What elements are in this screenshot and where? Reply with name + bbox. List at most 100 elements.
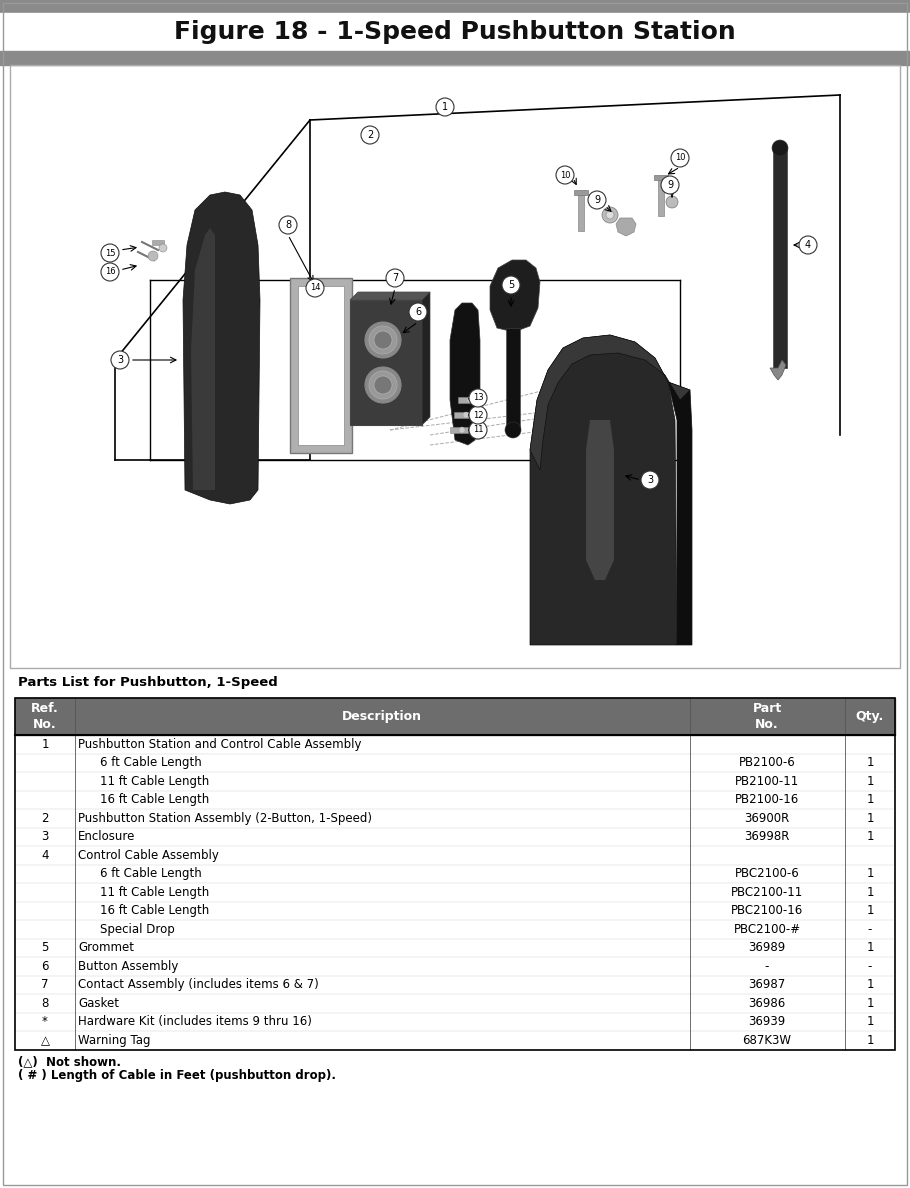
Circle shape (606, 211, 614, 219)
Text: 36986: 36986 (748, 997, 785, 1010)
Text: 687K3W: 687K3W (743, 1034, 792, 1047)
Text: 5: 5 (41, 941, 49, 954)
Text: 1: 1 (866, 794, 874, 807)
Text: 4: 4 (805, 240, 811, 249)
Polygon shape (586, 421, 614, 580)
Bar (15, 994, 895, 1012)
Text: 36989: 36989 (748, 941, 785, 954)
Circle shape (469, 421, 487, 440)
Circle shape (469, 406, 487, 424)
Circle shape (661, 176, 679, 194)
Circle shape (459, 426, 465, 432)
Polygon shape (183, 192, 260, 504)
Circle shape (374, 375, 392, 394)
Text: *: * (42, 1016, 48, 1029)
Circle shape (463, 412, 469, 418)
Circle shape (588, 191, 606, 209)
Text: Control Cable Assembly: Control Cable Assembly (78, 848, 219, 861)
Circle shape (306, 279, 324, 297)
Text: 6 ft Cable Length: 6 ft Cable Length (100, 757, 202, 770)
Bar (0, 0, 910, 13)
Circle shape (374, 331, 392, 349)
Text: ( # ) Length of Cable in Feet (pushbutton drop).: ( # ) Length of Cable in Feet (pushbutto… (18, 1069, 336, 1082)
Text: 1: 1 (866, 830, 874, 843)
Polygon shape (450, 303, 480, 446)
Bar (15, 1031, 895, 1049)
Bar (15, 920, 895, 939)
Bar (15, 809, 895, 828)
Circle shape (386, 268, 404, 287)
Text: -: - (764, 960, 769, 973)
Text: Parts List for Pushbutton, 1-Speed: Parts List for Pushbutton, 1-Speed (18, 676, 278, 689)
Text: 1: 1 (866, 904, 874, 917)
Text: PB2100-16: PB2100-16 (735, 794, 799, 807)
Text: Button Assembly: Button Assembly (78, 960, 178, 973)
Text: Pushbutton Station and Control Cable Assembly: Pushbutton Station and Control Cable Ass… (78, 738, 361, 751)
Text: Hardware Kit (includes items 9 thru 16): Hardware Kit (includes items 9 thru 16) (78, 1016, 312, 1029)
Text: 1: 1 (866, 1034, 874, 1047)
Polygon shape (770, 360, 786, 380)
Circle shape (101, 263, 119, 282)
Text: Part
No.: Part No. (753, 702, 782, 731)
Text: Pushbutton Station Assembly (2-Button, 1-Speed): Pushbutton Station Assembly (2-Button, 1… (78, 811, 372, 824)
Circle shape (369, 326, 397, 354)
Text: PB2100-11: PB2100-11 (735, 775, 799, 788)
Circle shape (505, 422, 521, 438)
Bar (450, 426, 468, 432)
Circle shape (671, 148, 689, 168)
Text: -: - (868, 960, 872, 973)
Bar (290, 278, 352, 453)
Text: 9: 9 (594, 195, 600, 206)
Text: Grommet: Grommet (78, 941, 134, 954)
Text: Special Drop: Special Drop (100, 923, 175, 936)
Text: 3: 3 (41, 830, 49, 843)
Polygon shape (530, 335, 677, 645)
Text: 11 ft Cable Length: 11 ft Cable Length (100, 775, 209, 788)
Bar (298, 286, 344, 446)
Circle shape (772, 140, 788, 156)
Text: (△)  Not shown.: (△) Not shown. (18, 1055, 121, 1068)
Bar (15, 699, 895, 1049)
Text: 9: 9 (667, 181, 673, 190)
Bar (454, 412, 472, 418)
Text: 10: 10 (560, 171, 571, 179)
Circle shape (111, 350, 129, 369)
Bar (15, 902, 895, 920)
Bar (15, 1012, 895, 1031)
Text: 2: 2 (367, 129, 373, 140)
Text: Enclosure: Enclosure (78, 830, 136, 843)
Bar (350, 301, 422, 425)
Bar (15, 772, 895, 790)
Circle shape (361, 126, 379, 144)
Text: 7: 7 (41, 978, 49, 991)
Circle shape (369, 371, 397, 399)
Text: 8: 8 (285, 220, 291, 230)
Text: 11 ft Cable Length: 11 ft Cable Length (100, 886, 209, 899)
Text: 11: 11 (473, 425, 483, 435)
Text: 7: 7 (392, 273, 399, 283)
Circle shape (279, 216, 297, 234)
Circle shape (365, 367, 401, 403)
Text: 6: 6 (41, 960, 49, 973)
Text: 1: 1 (866, 886, 874, 899)
Bar (15, 958, 895, 975)
Text: 13: 13 (472, 393, 483, 403)
Circle shape (409, 303, 427, 321)
Bar (506, 328, 520, 428)
Circle shape (159, 244, 167, 252)
Polygon shape (530, 335, 690, 470)
Bar (0, 13, 910, 51)
Bar (773, 148, 787, 368)
Circle shape (469, 388, 487, 407)
Circle shape (365, 322, 401, 358)
Bar (574, 190, 588, 195)
Text: 36987: 36987 (748, 978, 785, 991)
Polygon shape (490, 260, 540, 331)
Circle shape (436, 97, 454, 116)
Text: Description: Description (342, 710, 422, 723)
Text: 36900R: 36900R (744, 811, 790, 824)
Text: PBC2100-6: PBC2100-6 (734, 867, 799, 880)
Text: 1: 1 (442, 102, 448, 112)
Bar (15, 939, 895, 958)
Bar (458, 397, 476, 403)
